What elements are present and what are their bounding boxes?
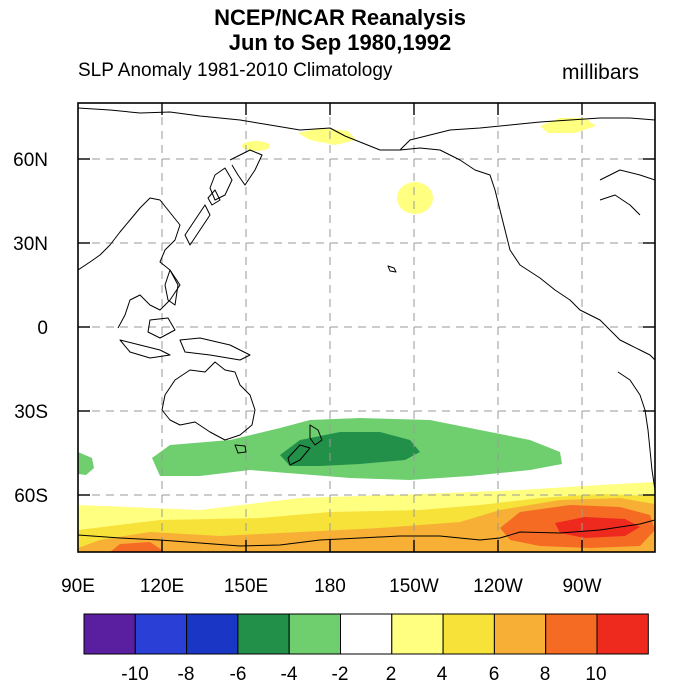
- colorbar-swatch: [237, 613, 290, 655]
- colorbar-swatch: [442, 613, 495, 655]
- colorbar-swatch: [288, 613, 342, 655]
- colorbar-swatch: [596, 613, 649, 655]
- anomaly-10-area: [555, 517, 640, 538]
- lat-label-30s: 30S: [14, 402, 48, 423]
- lat-label-60n: 60N: [13, 150, 48, 171]
- lat-ticks: [78, 158, 655, 496]
- lat-label-eq: 0: [37, 318, 48, 339]
- lat-label-60s: 60S: [14, 486, 48, 507]
- colorbar-swatch: [493, 613, 547, 655]
- map-period: Jun to Sep 1980,1992: [228, 30, 452, 55]
- lon-label-150w: 150W: [389, 576, 439, 597]
- lon-label-150e: 150E: [224, 576, 268, 597]
- colorbar-labels: -10 -8 -6 -4 -2 2 4 6 8 10: [121, 664, 606, 685]
- map-grid: [78, 103, 655, 552]
- colorbar: [83, 613, 649, 655]
- negative-anomaly-west: [78, 452, 94, 475]
- colorbar-swatch: [186, 613, 239, 655]
- map-title: NCEP/NCAR Reanalysis: [214, 5, 466, 30]
- siberia-positive: [242, 141, 270, 151]
- negative-anomaly-strong: [280, 432, 420, 466]
- colorbar-label: 2: [386, 664, 397, 685]
- north-pacific-positive: [397, 182, 433, 214]
- colorbar-swatch: [134, 613, 188, 655]
- anomaly-shading: [78, 103, 655, 552]
- colorbar-label: 4: [437, 664, 448, 685]
- lon-label-90w: 90W: [562, 576, 601, 597]
- lon-label-120e: 120E: [140, 576, 184, 597]
- colorbar-swatch: [83, 613, 136, 655]
- colorbar-label: -10: [121, 664, 148, 685]
- lon-ticks: [161, 103, 583, 552]
- lon-label-90e: 90E: [61, 576, 95, 597]
- anomaly-8-west: [110, 542, 165, 552]
- bering-positive: [298, 128, 356, 145]
- colorbar-label: -2: [332, 664, 349, 685]
- lat-label-30n: 30N: [13, 234, 48, 255]
- colorbar-label: 10: [585, 664, 606, 685]
- colorbar-swatch: [391, 613, 444, 655]
- colorbar-label: -6: [230, 664, 247, 685]
- colorbar-label: 8: [540, 664, 551, 685]
- colorbar-label: -4: [281, 664, 298, 685]
- colorbar-label: 6: [489, 664, 500, 685]
- colorbar-swatch: [545, 613, 598, 655]
- lon-labels: 90E 120E 150E 180 150W 120W 90W: [61, 576, 602, 597]
- lon-label-120w: 120W: [473, 576, 523, 597]
- colorbar-label: -8: [178, 664, 195, 685]
- coastlines: [78, 107, 655, 547]
- map-subtitle: SLP Anomaly 1981-2010 Climatology: [78, 60, 393, 81]
- lat-labels: 60N 30N 0 30S 60S: [13, 150, 48, 507]
- lon-label-180: 180: [314, 576, 346, 597]
- units-label: millibars: [562, 61, 640, 84]
- colorbar-swatch: [340, 613, 393, 655]
